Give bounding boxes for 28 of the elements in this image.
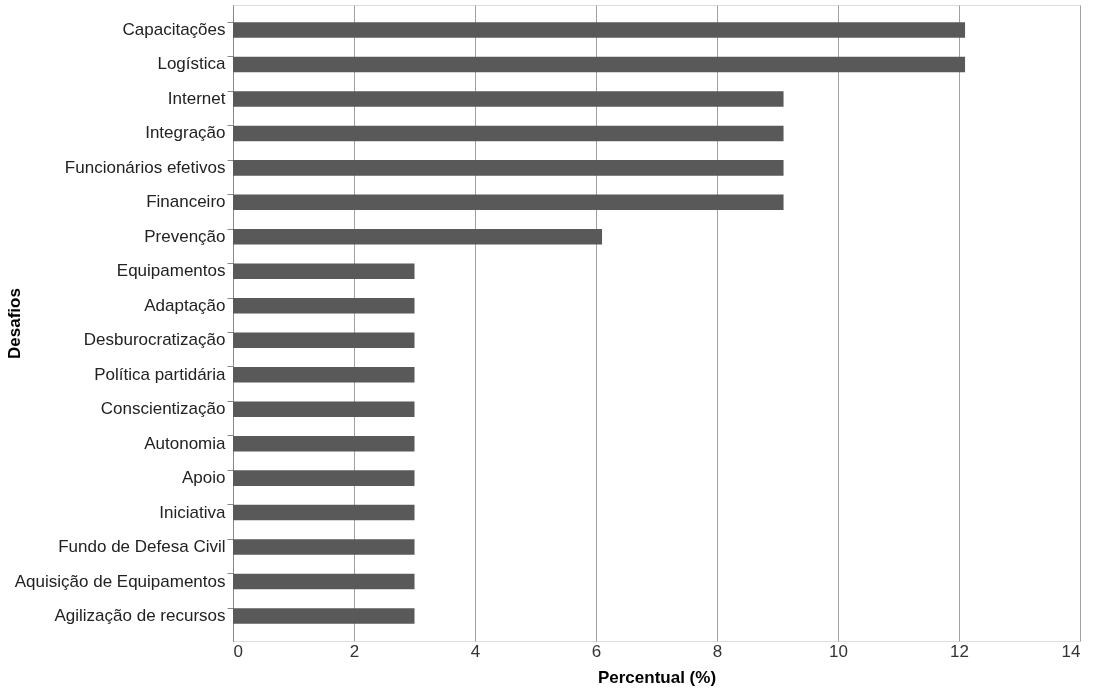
- x-tick-label: 12: [950, 641, 969, 661]
- x-axis-title: Percentual (%): [597, 667, 717, 687]
- x-tick-label: 2: [349, 641, 360, 661]
- y-tick-label: Funcionários efetivos: [64, 157, 226, 177]
- y-tick-label: Financeiro: [146, 192, 226, 212]
- x-tick-label: 6: [591, 641, 602, 661]
- x-tick-label: 0: [233, 641, 243, 661]
- y-tick-label: Fundo de Defesa Civil: [58, 537, 226, 557]
- y-tick-label: Integração: [145, 123, 226, 143]
- y-tick-label: Aquisição de Equipamentos: [14, 571, 226, 591]
- y-tick-label: Apoio: [182, 468, 226, 488]
- y-tick-label: Autonomia: [144, 433, 227, 453]
- y-axis-title: Desafios: [4, 288, 24, 359]
- y-tick-label: Adaptação: [144, 295, 226, 315]
- x-tick-label: 14: [1061, 641, 1081, 661]
- x-tick-label: 4: [470, 641, 481, 661]
- y-tick-label: Equipamentos: [116, 261, 226, 281]
- y-tick-label: Política partidária: [94, 364, 227, 384]
- y-tick-label: Prevenção: [144, 226, 226, 246]
- x-tick-label: 10: [829, 641, 848, 661]
- y-tick-label: Conscientização: [100, 399, 226, 419]
- y-tick-label: Internet: [167, 88, 226, 108]
- y-tick-label: Capacitações: [122, 19, 226, 39]
- y-tick-label: Logística: [157, 54, 227, 74]
- y-tick-label: Agilização de recursos: [54, 606, 226, 626]
- y-tick-label: Iniciativa: [159, 502, 227, 522]
- y-tick-label: Desburocratização: [83, 330, 226, 350]
- x-tick-label: 8: [712, 641, 723, 661]
